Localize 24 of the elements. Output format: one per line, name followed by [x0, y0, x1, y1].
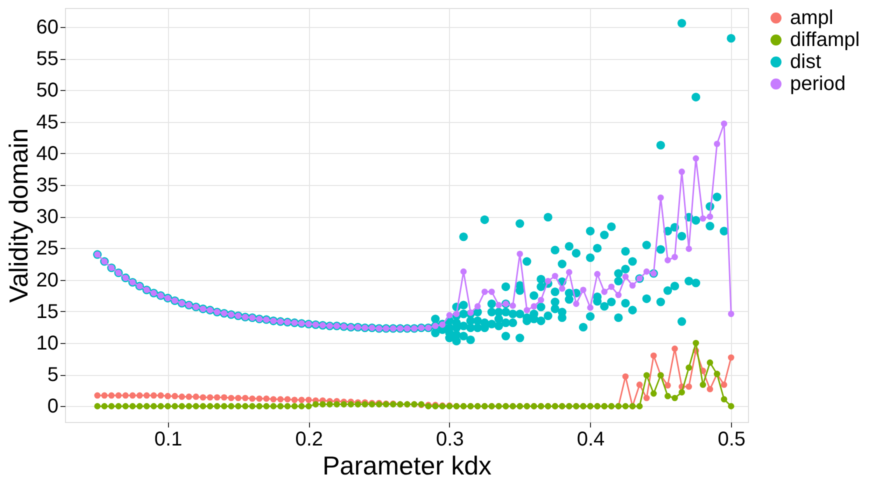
legend-label: period	[790, 73, 846, 95]
y-tick-label: 45	[36, 111, 58, 134]
y-tick-label: 25	[36, 238, 58, 260]
x-tick-label: 0.4	[576, 428, 605, 450]
x-tick-label: 0.3	[436, 428, 464, 450]
y-tick-label: 35	[36, 174, 58, 196]
x-tick-label: 0.5	[718, 428, 746, 450]
legend-label: diffampl	[790, 29, 860, 51]
y-tick-label: 50	[36, 80, 58, 102]
y-tick-label: 0	[47, 396, 58, 418]
x-tick-label: 0.1	[154, 428, 182, 450]
y-tick-label: 40	[36, 142, 58, 165]
y-axis-title: Validity domain	[3, 128, 34, 303]
x-axis-title: Parameter kdx	[322, 450, 492, 480]
legend-label: dist	[790, 51, 822, 73]
x-tick-label: 0.2	[295, 428, 324, 450]
y-tick-label: 10	[36, 332, 58, 354]
y-tick-label: 5	[47, 364, 58, 386]
y-tick-label: 20	[36, 269, 58, 292]
y-tick-label: 30	[36, 206, 58, 228]
y-tick-label: 15	[36, 300, 58, 323]
legend-label: ampl	[790, 7, 834, 29]
y-tick-label: 60	[36, 16, 58, 38]
y-tick-label: 55	[36, 48, 58, 70]
